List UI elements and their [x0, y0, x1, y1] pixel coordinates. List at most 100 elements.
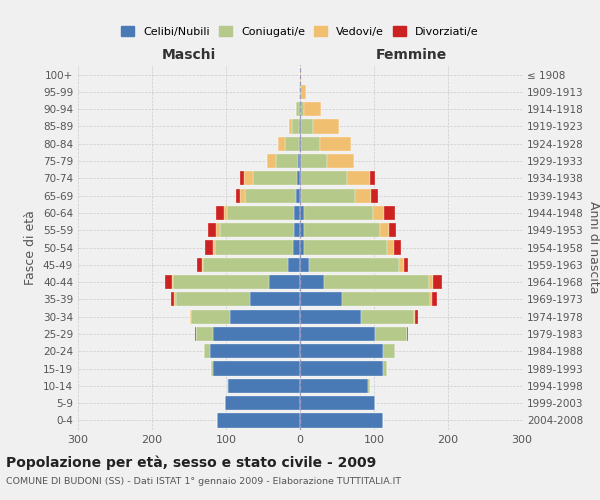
Bar	[220, 223, 294, 238]
Bar	[215, 240, 293, 254]
Bar	[244, 171, 253, 186]
Bar	[217, 414, 300, 428]
Bar	[300, 310, 361, 324]
Text: Femmine: Femmine	[376, 48, 446, 62]
Bar	[196, 327, 212, 341]
Bar	[173, 275, 269, 289]
Bar	[383, 362, 388, 376]
Bar	[236, 188, 240, 202]
Bar	[227, 379, 228, 393]
Bar	[301, 120, 313, 134]
Bar	[212, 327, 300, 341]
Bar	[230, 310, 300, 324]
Bar	[240, 188, 245, 202]
Bar	[197, 258, 202, 272]
Bar	[414, 310, 415, 324]
Bar	[342, 292, 430, 306]
Bar	[298, 154, 300, 168]
Y-axis label: Fasce di età: Fasce di età	[25, 210, 37, 285]
Bar	[323, 275, 429, 289]
Bar	[370, 171, 375, 186]
Bar	[407, 327, 408, 341]
Bar	[292, 120, 299, 134]
Text: COMUNE DI BUDONI (SS) - Dati ISTAT 1° gennaio 2009 - Elaborazione TUTTITALIA.IT: COMUNE DI BUDONI (SS) - Dati ISTAT 1° ge…	[6, 477, 401, 486]
Bar	[300, 292, 342, 306]
Bar	[217, 206, 224, 220]
Bar	[250, 292, 300, 306]
Bar	[289, 120, 292, 134]
Bar	[294, 206, 300, 220]
Bar	[210, 344, 300, 358]
Bar	[300, 344, 383, 358]
Bar	[301, 188, 355, 202]
Bar	[195, 327, 196, 341]
Bar	[385, 206, 395, 220]
Bar	[433, 275, 442, 289]
Bar	[174, 292, 176, 306]
Bar	[389, 223, 396, 238]
Bar	[301, 136, 320, 151]
Bar	[278, 136, 285, 151]
Bar	[433, 292, 437, 306]
Bar	[296, 102, 299, 116]
Bar	[300, 240, 304, 254]
Bar	[288, 258, 300, 272]
Bar	[383, 344, 395, 358]
Bar	[300, 379, 368, 393]
Bar	[304, 102, 321, 116]
Bar	[275, 154, 298, 168]
Bar	[300, 68, 301, 82]
Bar	[296, 188, 300, 202]
Text: Popolazione per età, sesso e stato civile - 2009: Popolazione per età, sesso e stato civil…	[6, 455, 376, 469]
Bar	[304, 223, 380, 238]
Bar	[266, 154, 275, 168]
Bar	[300, 136, 301, 151]
Bar	[204, 344, 210, 358]
Bar	[202, 258, 203, 272]
Bar	[301, 171, 347, 186]
Bar	[171, 292, 174, 306]
Bar	[228, 379, 300, 393]
Bar	[217, 223, 220, 238]
Bar	[300, 258, 309, 272]
Bar	[368, 379, 370, 393]
Bar	[205, 240, 212, 254]
Bar	[294, 223, 300, 238]
Bar	[313, 120, 339, 134]
Bar	[304, 240, 388, 254]
Bar	[211, 362, 212, 376]
Bar	[300, 362, 383, 376]
Bar	[309, 258, 399, 272]
Bar	[300, 154, 301, 168]
Bar	[299, 102, 300, 116]
Bar	[285, 136, 299, 151]
Bar	[300, 414, 383, 428]
Bar	[371, 188, 378, 202]
Bar	[430, 292, 433, 306]
Bar	[300, 84, 301, 99]
Bar	[300, 188, 301, 202]
Bar	[212, 240, 215, 254]
Bar	[415, 310, 418, 324]
Bar	[293, 240, 300, 254]
Bar	[373, 206, 385, 220]
Bar	[304, 206, 373, 220]
Bar	[224, 206, 227, 220]
Text: Maschi: Maschi	[162, 48, 216, 62]
Bar	[300, 206, 304, 220]
Bar	[299, 120, 300, 134]
Bar	[300, 275, 323, 289]
Bar	[404, 258, 408, 272]
Bar	[297, 171, 300, 186]
Bar	[376, 327, 407, 341]
Y-axis label: Anni di nascita: Anni di nascita	[587, 201, 600, 294]
Bar	[328, 154, 354, 168]
Bar	[240, 171, 244, 186]
Bar	[172, 275, 173, 289]
Bar	[253, 171, 297, 186]
Bar	[300, 396, 376, 410]
Bar	[320, 136, 351, 151]
Bar	[380, 223, 389, 238]
Bar	[394, 240, 401, 254]
Bar	[347, 171, 370, 186]
